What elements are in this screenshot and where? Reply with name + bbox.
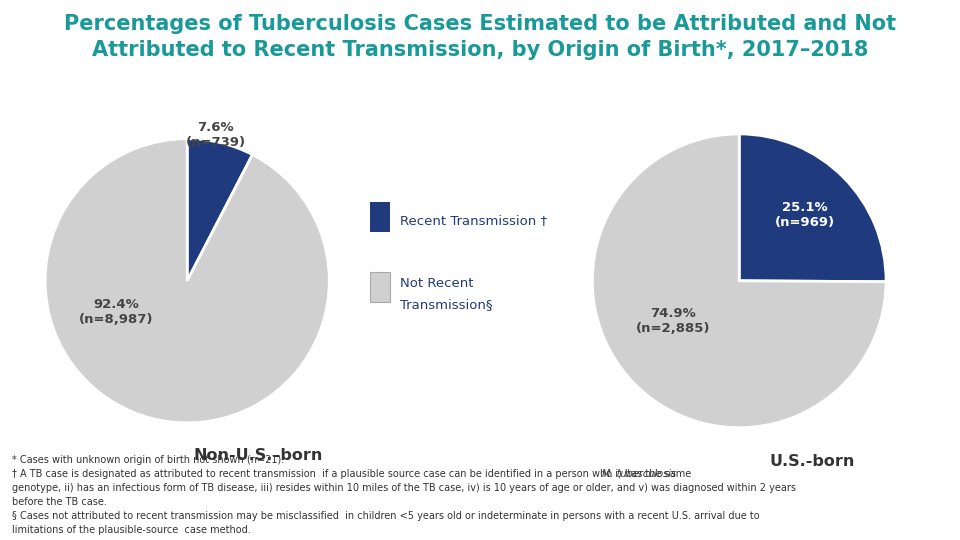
- Text: 92.4%
(n=8,987): 92.4% (n=8,987): [79, 299, 154, 326]
- Text: Non-U.S.–born: Non-U.S.–born: [194, 448, 323, 463]
- Text: * Cases with unknown origin of birth not shown (n=21).: * Cases with unknown origin of birth not…: [12, 455, 284, 465]
- Text: U.S.-born: U.S.-born: [770, 454, 855, 469]
- Text: Recent Transmission †: Recent Transmission †: [399, 214, 547, 227]
- Text: Attributed to Recent Transmission, by Origin of Birth*, 2017–2018: Attributed to Recent Transmission, by Or…: [92, 40, 868, 60]
- Text: Percentages of Tuberculosis Cases Estimated to be Attributed and Not: Percentages of Tuberculosis Cases Estima…: [64, 14, 896, 33]
- Text: 74.9%
(n=2,885): 74.9% (n=2,885): [636, 307, 710, 335]
- Wedge shape: [592, 134, 886, 428]
- Text: § Cases not attributed to recent transmission may be misclassified  in children : § Cases not attributed to recent transmi…: [12, 511, 759, 521]
- Text: † A TB case is designated as attributed to recent transmission  if a plausible s: † A TB case is designated as attributed …: [12, 469, 694, 479]
- Text: genotype, ii) has an infectious form of TB disease, iii) resides within 10 miles: genotype, ii) has an infectious form of …: [12, 483, 796, 493]
- Text: Not Recent: Not Recent: [399, 277, 473, 290]
- Wedge shape: [739, 134, 886, 282]
- Text: 7.6%
(n=739): 7.6% (n=739): [185, 121, 246, 149]
- Text: before the TB case.: before the TB case.: [12, 497, 107, 507]
- Wedge shape: [187, 139, 252, 281]
- Bar: [370, 272, 390, 301]
- Bar: [370, 202, 390, 232]
- Text: 25.1%
(n=969): 25.1% (n=969): [776, 201, 835, 229]
- Text: M. tuberculosis: M. tuberculosis: [602, 469, 676, 479]
- Text: Transmission§: Transmission§: [399, 298, 492, 311]
- Wedge shape: [45, 139, 329, 423]
- Text: limitations of the plausible-source  case method.: limitations of the plausible-source case…: [12, 525, 251, 535]
